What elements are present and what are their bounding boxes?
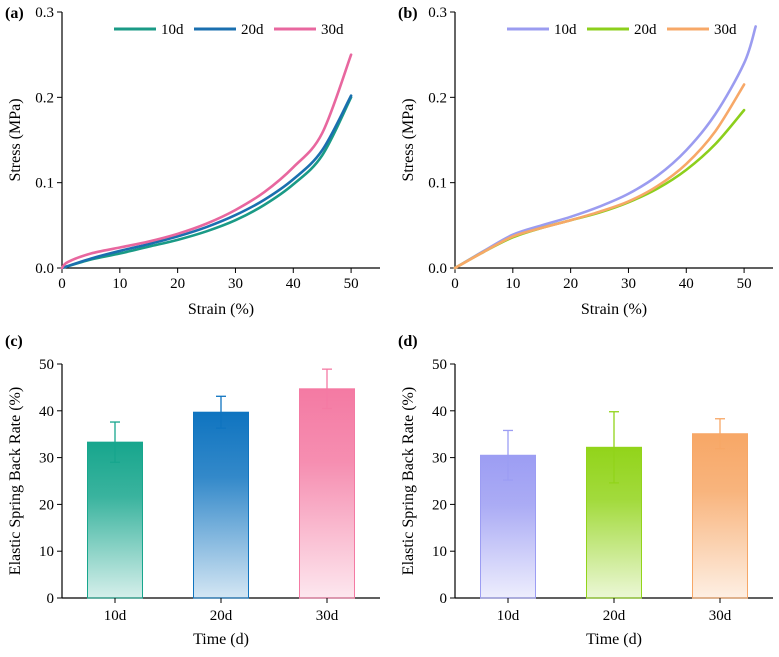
x-tick-label: 10 [112, 276, 127, 292]
y-axis-title: Elastic Spring Back Rate (%) [7, 387, 24, 575]
series-line-10d [453, 25, 757, 270]
panel-2: 0 10 20 30 40 50 Time (d) Elastic Spring Back R… [5, 333, 380, 648]
y-tick-label: 50 [39, 357, 54, 373]
y-axis-title: Stress (MPa) [400, 98, 417, 181]
y-tick-label: 0.2 [428, 90, 447, 106]
panel-0: 0.0 0.1 0.2 0.3 0 10 20 30 40 50 Strain (%) Stress … [5, 5, 380, 318]
y-tick-label: 40 [432, 404, 447, 420]
y-tick-label: 40 [39, 404, 54, 420]
x-tick-label-20d: 20d [210, 608, 233, 624]
x-tick-label: 30 [621, 276, 636, 292]
y-tick-label: 20 [432, 497, 447, 513]
legend-label-20d: 20d [634, 22, 657, 38]
x-tick-label: 50 [344, 276, 359, 292]
y-axis-title: Elastic Spring Back Rate (%) [400, 387, 417, 575]
y-axis-title: Stress (MPa) [7, 98, 24, 181]
x-tick-label: 10 [505, 276, 520, 292]
legend-label-20d: 20d [241, 22, 264, 38]
legend-label-30d: 30d [714, 22, 737, 38]
x-tick-label: 0 [451, 276, 459, 292]
bar-30d [299, 388, 355, 599]
y-tick-label: 10 [432, 544, 447, 560]
x-tick-label-30d: 30d [709, 608, 732, 624]
x-tick-label: 50 [737, 276, 752, 292]
y-tick-label: 0.3 [35, 5, 54, 21]
x-axis-title: Strain (%) [581, 301, 647, 318]
panel-label: (d) [398, 333, 418, 350]
bar-30d [692, 433, 748, 599]
panel-1: 0.0 0.1 0.2 0.3 0 10 20 30 40 50 Strain (%) Stress … [398, 5, 773, 318]
x-tick-label: 40 [286, 276, 301, 292]
y-tick-label: 0.2 [35, 90, 54, 106]
y-tick-label: 0.0 [35, 261, 54, 277]
series-line-30d [60, 53, 353, 270]
legend-label-30d: 30d [321, 22, 344, 38]
series-line-10d [60, 96, 353, 270]
panel-3: 0 10 20 30 40 50 Time (d) Elastic Spring Back R… [398, 333, 773, 648]
y-tick-label: 30 [39, 451, 54, 467]
x-tick-label: 0 [58, 276, 66, 292]
y-tick-label: 30 [432, 451, 447, 467]
y-tick-label: 20 [39, 497, 54, 513]
panel-label: (b) [398, 5, 418, 22]
y-tick-label: 0 [440, 591, 448, 607]
y-tick-label: 0.3 [428, 5, 447, 21]
x-tick-label-20d: 20d [603, 608, 626, 624]
y-tick-label: 10 [39, 544, 54, 560]
x-tick-label-10d: 10d [104, 608, 127, 624]
y-tick-label: 0.1 [428, 176, 447, 192]
x-tick-label-30d: 30d [316, 608, 339, 624]
x-tick-label-10d: 10d [497, 608, 520, 624]
x-axis-title: Time (d) [193, 631, 249, 648]
y-tick-label: 0.1 [35, 176, 54, 192]
panel-label: (c) [5, 333, 23, 350]
x-tick-label: 20 [170, 276, 185, 292]
x-tick-label: 40 [679, 276, 694, 292]
y-tick-label: 50 [432, 357, 447, 373]
x-axis-title: Strain (%) [188, 301, 254, 318]
x-tick-label: 20 [563, 276, 578, 292]
y-tick-label: 0.0 [428, 261, 447, 277]
legend-label-10d: 10d [161, 22, 184, 38]
bar-20d [193, 411, 249, 599]
x-tick-label: 30 [228, 276, 243, 292]
panel-label: (a) [5, 5, 24, 22]
legend-label-10d: 10d [554, 22, 577, 38]
series-line-30d [453, 83, 746, 270]
bar-10d [87, 441, 143, 599]
series-line-20d [60, 94, 353, 270]
y-tick-label: 0 [47, 591, 55, 607]
x-axis-title: Time (d) [586, 631, 642, 648]
